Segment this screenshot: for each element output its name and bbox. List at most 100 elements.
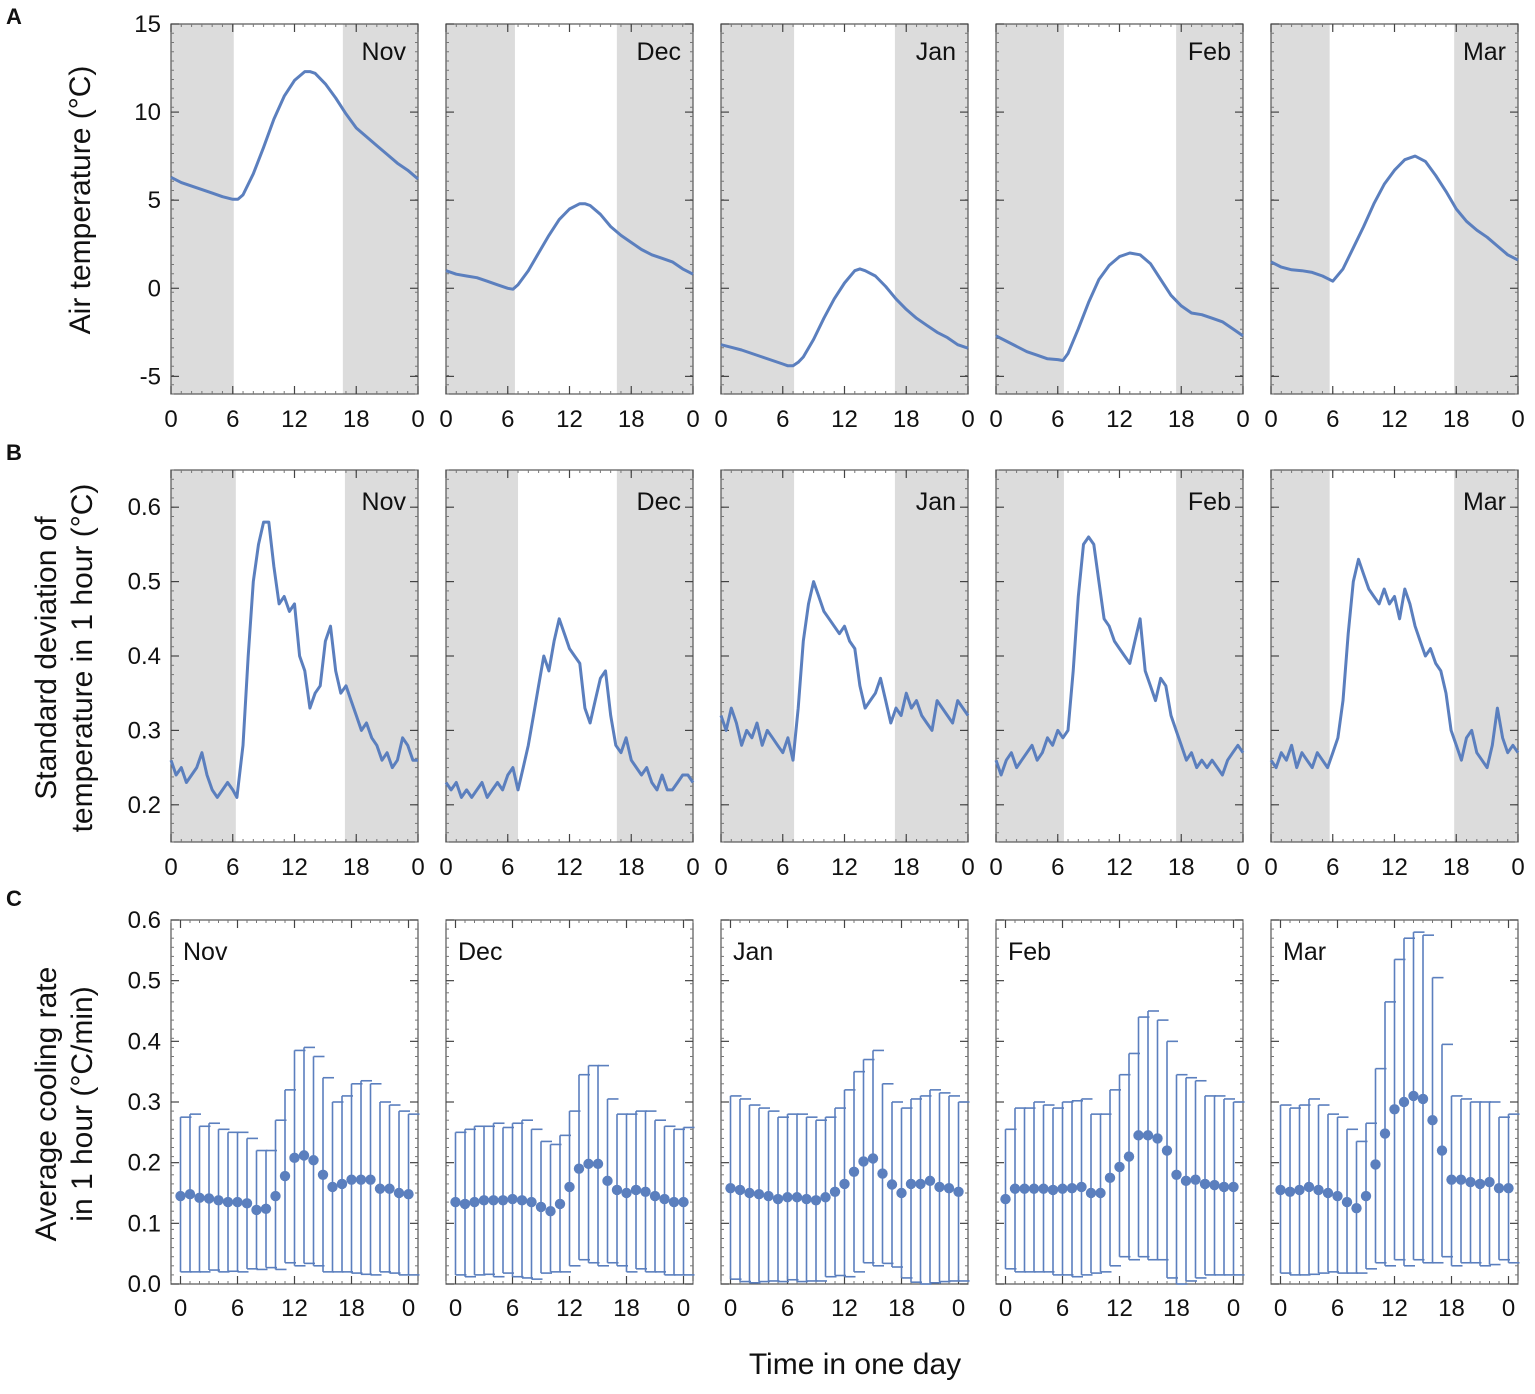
row-c-nov-mean-point xyxy=(251,1204,262,1216)
row-a-ylabel: Air temperature (°C) xyxy=(64,66,97,335)
row-b-jan-xtick-label: 6 xyxy=(776,854,789,881)
row-b-feb-minor-ticks xyxy=(995,469,1244,843)
row-c-feb-mean-point xyxy=(1171,1169,1182,1181)
row-c-feb-mean-point xyxy=(1000,1193,1011,1205)
row-a-nov-xtick-label: 0 xyxy=(411,406,424,433)
row-c-nov-mean-point xyxy=(327,1181,338,1193)
row-b-nov-ytick-label: 0.6 xyxy=(128,494,161,521)
row-c-mar-mean-point xyxy=(1398,1096,1410,1108)
row-a-nov-ytick-label: 10 xyxy=(134,99,161,126)
row-c-nov-mean-point xyxy=(298,1150,310,1161)
row-a-dec-series-line xyxy=(445,202,694,291)
row-b-feb-night-evening xyxy=(1176,470,1243,842)
row-c-dec-mean-point xyxy=(497,1195,509,1206)
row-b-jan-xtick-label: 12 xyxy=(831,854,858,881)
row-a-ylabel-line-1: Air temperature (°C) xyxy=(64,66,97,335)
row-c-jan-xtick-label: 6 xyxy=(781,1295,794,1322)
row-c-feb-panel: 0 6 12 18 0 Feb xyxy=(995,919,1245,1322)
row-a-mar-night-evening xyxy=(1454,24,1518,394)
row-c-jan-month-label: Jan xyxy=(733,938,773,966)
row-b-dec-xtick-label: 6 xyxy=(501,854,514,881)
row-c-nov-mean-point xyxy=(222,1196,234,1208)
row-c-jan-mean-point xyxy=(924,1175,936,1187)
row-a-dec-month-label: Dec xyxy=(637,38,681,66)
row-a-mar-xtick-label: 6 xyxy=(1326,406,1339,433)
row-c-dec-mean-point xyxy=(668,1196,680,1208)
row-b-mar-night-evening xyxy=(1454,470,1518,842)
row-b-feb-series-line xyxy=(994,535,1245,777)
row-c-mar-xtick-label: 18 xyxy=(1438,1295,1465,1322)
row-a-jan-xtick-label: 0 xyxy=(714,406,727,433)
row-c-nov-ytick-label: 0.1 xyxy=(128,1210,161,1237)
row-c-feb-mean-point xyxy=(1066,1182,1078,1194)
row-c-nov-mean-point xyxy=(289,1152,300,1164)
row-c-mar-mean-point xyxy=(1417,1093,1429,1105)
row-c: 0 6 12 18 0 0.0 0.1 0.2 0.3 0.4 0.5 0.6 Nov 0 6 12 18 0 De… xyxy=(128,907,1520,1322)
row-c-mar-mean-point xyxy=(1341,1196,1353,1208)
row-c-feb-mean-point xyxy=(1133,1130,1144,1141)
row-c-feb-mean-point xyxy=(1085,1187,1097,1199)
row-c-feb-mean-point xyxy=(1114,1161,1125,1173)
row-c-feb-mean-point xyxy=(1152,1133,1163,1144)
row-c-mar-panel: 0 6 12 18 0 Mar xyxy=(1270,919,1520,1322)
row-a-mar-xtick-label: 0 xyxy=(1511,406,1524,433)
row-c-feb-xtick-label: 6 xyxy=(1056,1295,1069,1322)
row-a-jan-xtick-label: 18 xyxy=(893,406,920,433)
row-b-feb-xtick-label: 0 xyxy=(1236,854,1249,881)
row-c-jan-mean-point xyxy=(905,1178,917,1190)
row-c-jan-errorbar xyxy=(929,1089,941,1284)
row-c-dec-mean-point xyxy=(564,1181,575,1193)
row-c-feb-mean-point xyxy=(1142,1130,1154,1141)
row-a-mar-xtick-label: 12 xyxy=(1381,406,1408,433)
row-c-jan-mean-point xyxy=(791,1192,803,1203)
row-c-jan-xtick-label: 0 xyxy=(724,1295,737,1322)
row-a-feb-night-morning xyxy=(996,24,1064,394)
row-c-jan-mean-point xyxy=(877,1168,888,1179)
row-c-mar-xtick-label: 12 xyxy=(1381,1295,1408,1322)
row-c-nov-mean-point xyxy=(260,1203,272,1214)
row-c-feb-mean-point xyxy=(1180,1175,1192,1187)
row-c-mar-mean-point xyxy=(1379,1128,1391,1139)
row-a-nov-series-line xyxy=(170,70,419,201)
row-c-feb-mean-point xyxy=(1218,1181,1230,1193)
row-c-jan-mean-point xyxy=(744,1187,755,1199)
row-c-nov-ytick-label: 0.5 xyxy=(128,968,161,995)
row-c-dec-xtick-label: 6 xyxy=(506,1295,519,1322)
row-b-dec-xtick-label: 12 xyxy=(556,854,583,881)
row-a-dec-night-morning xyxy=(446,24,515,394)
row-c-feb-mean-point xyxy=(1104,1172,1116,1184)
row-c-dec-mean-point xyxy=(621,1187,632,1199)
row-b-jan-night-evening xyxy=(894,470,968,842)
row-b-nov-xtick-label: 6 xyxy=(226,854,239,881)
row-c-dec-mean-point xyxy=(478,1195,490,1206)
row-b-dec-xtick-label: 0 xyxy=(686,854,699,881)
row-b-mar-xtick-label: 12 xyxy=(1381,854,1408,881)
row-c-mar-mean-point xyxy=(1484,1176,1495,1188)
row-c-dec-mean-point xyxy=(469,1196,480,1208)
row-a-dec-xtick-label: 0 xyxy=(686,406,699,433)
row-a-nov-night-morning xyxy=(171,24,234,394)
row-c-nov-xtick-label: 0 xyxy=(402,1295,415,1322)
row-c-nov-ytick-label: 0.4 xyxy=(128,1028,161,1055)
row-a-feb-xtick-label: 12 xyxy=(1106,406,1133,433)
row-c-nov-ytick-label: 0.3 xyxy=(128,1089,161,1116)
row-c-dec-month-label: Dec xyxy=(458,938,502,966)
row-c-dec-mean-point xyxy=(611,1184,623,1196)
panel-letter-a: A xyxy=(6,4,22,29)
row-c-jan-mean-point xyxy=(829,1186,841,1197)
row-b-dec-month-label: Dec xyxy=(637,488,681,516)
row-b-feb-night-morning xyxy=(996,470,1064,842)
row-c-jan-xtick-label: 18 xyxy=(888,1295,915,1322)
row-b-feb-panel: 0 6 12 18 0 Feb xyxy=(989,469,1250,881)
row-c-dec-mean-point xyxy=(450,1196,461,1208)
row-a-nov-ytick-label: 15 xyxy=(134,11,161,38)
row-c-feb-mean-point xyxy=(1019,1183,1030,1194)
row-a-nov-ytick-label: 0 xyxy=(148,275,161,302)
row-c-nov-mean-point xyxy=(279,1170,291,1182)
row-c-jan-minor-ticks xyxy=(720,919,969,1285)
row-c-mar-mean-point xyxy=(1465,1176,1476,1188)
row-b-mar-panel: 0 6 12 18 0 Mar xyxy=(1264,469,1525,881)
row-a-dec-xtick-label: 12 xyxy=(556,406,583,433)
